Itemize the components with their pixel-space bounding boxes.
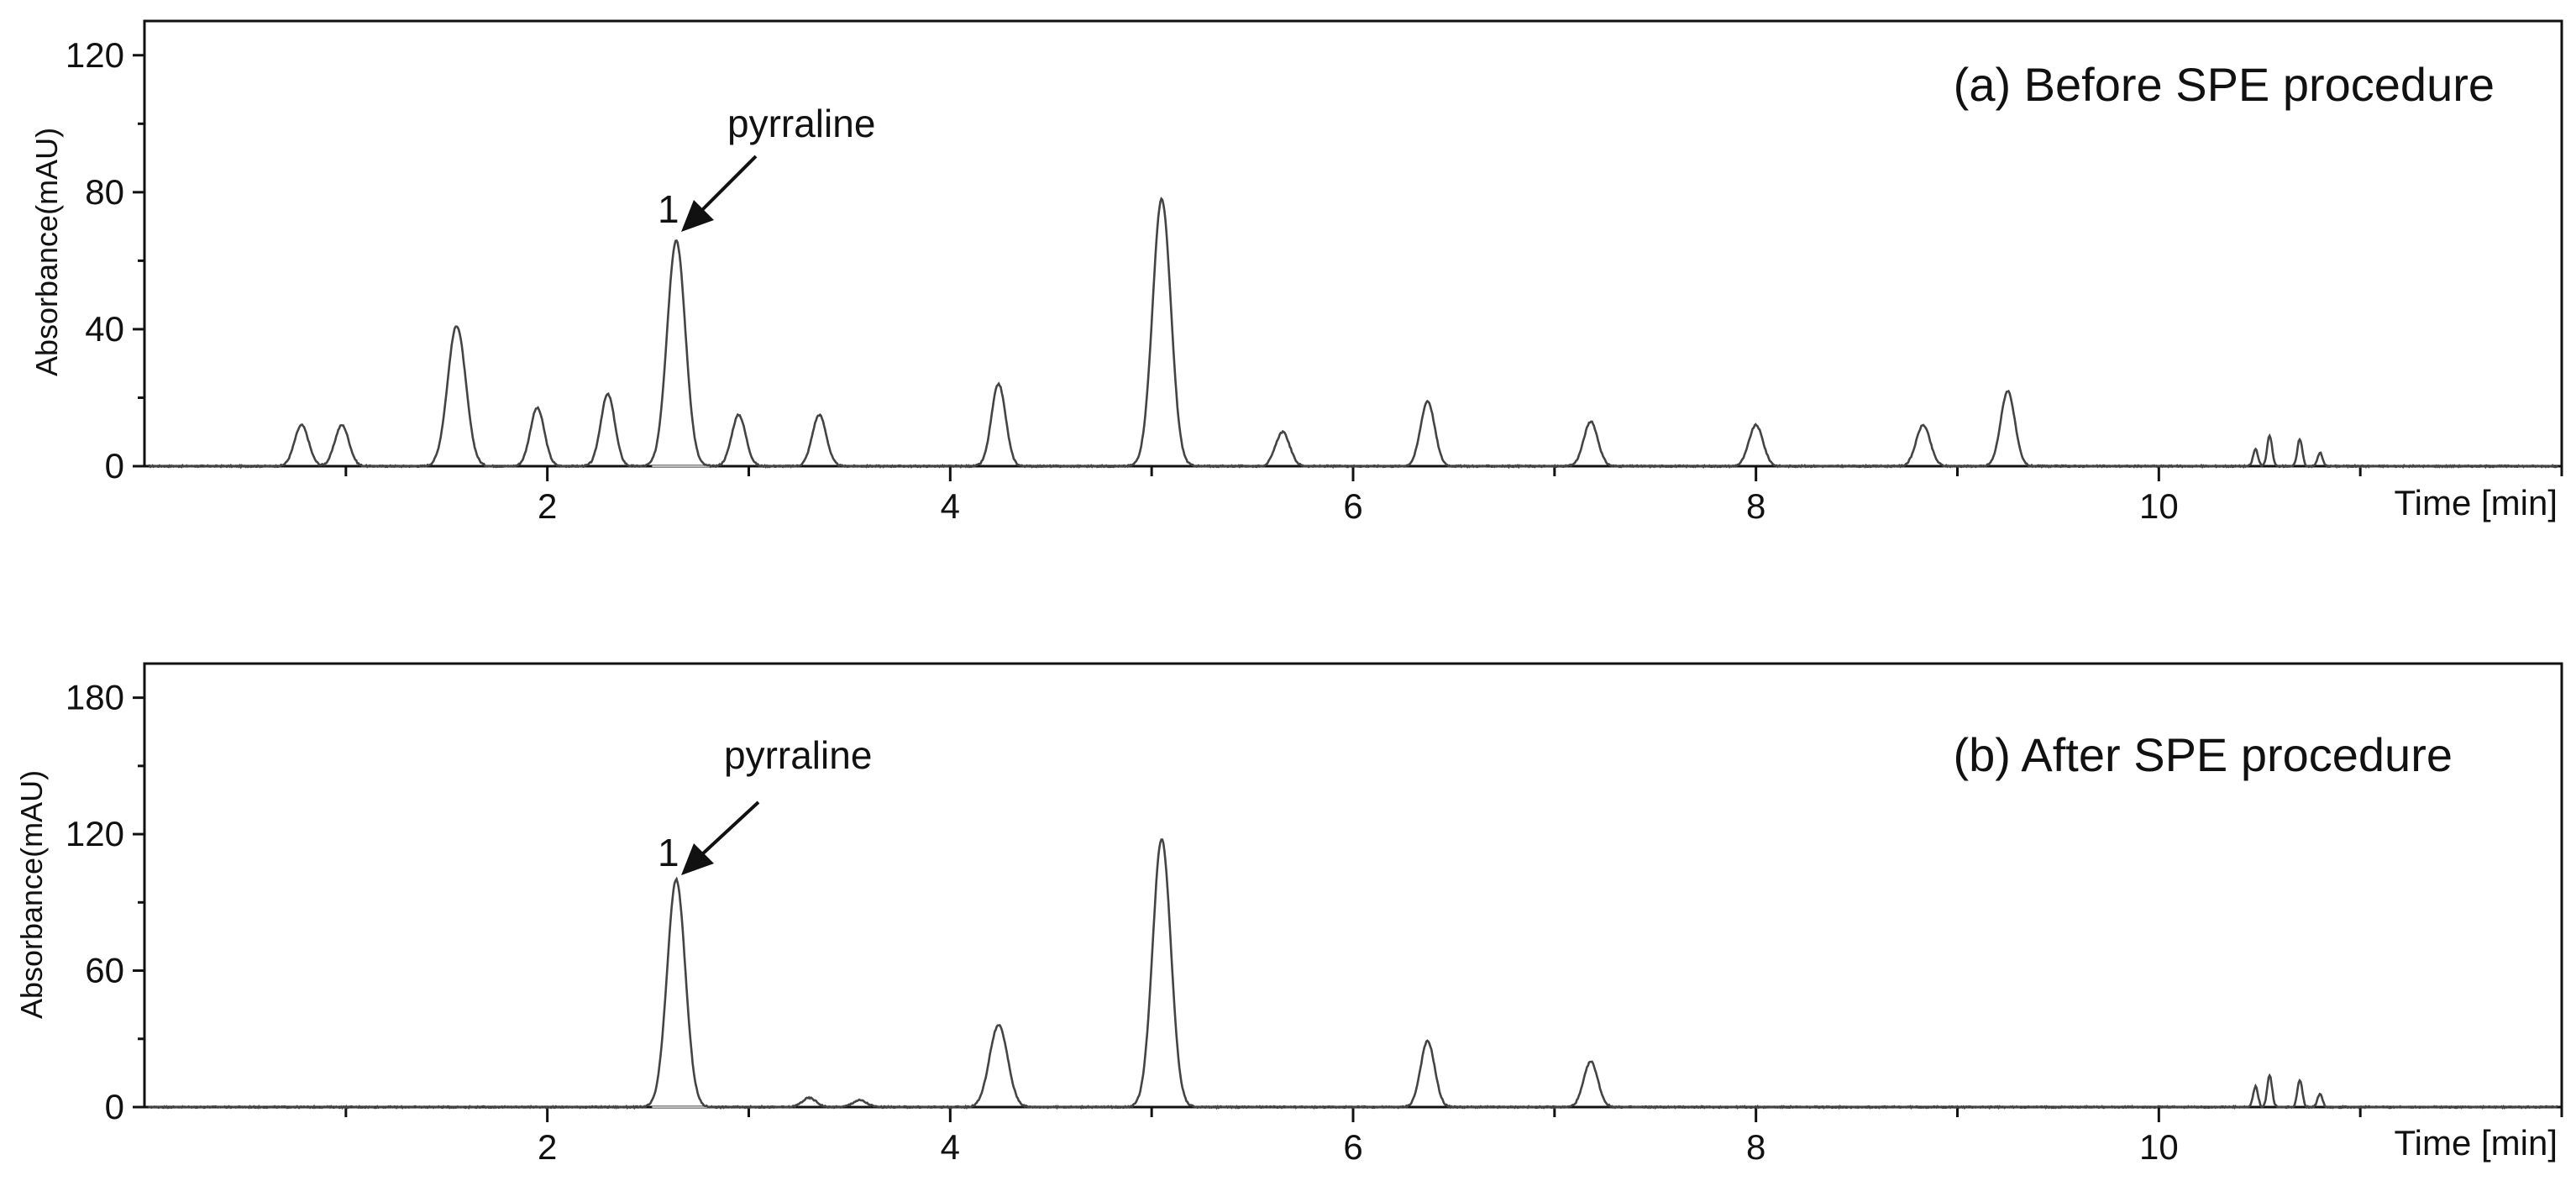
panel-a-peak-point [455,324,459,328]
panel-a-peak-point [300,423,303,427]
panel-b-x-tick-label: 4 [941,1127,960,1167]
panel-a-arrow-shaft [700,155,758,212]
panel-a-y-tick-label: 120 [66,35,124,75]
panel-b-y-tick-label: 60 [85,951,124,990]
panel-a-peak-point [1755,423,1758,427]
panel-a-title: (a) Before SPE procedure [1954,58,2495,111]
panel-a-y-tick-label: 40 [85,309,124,349]
panel-b-peak-number: 1 [658,831,679,874]
panel-b-peak-point [2318,1092,2322,1095]
panel-b-annotation: pyrraline 1 [658,733,872,875]
panel-a-x-tick-label: 2 [538,486,557,526]
panel-a-x-tick-label: 4 [941,486,960,526]
panel-b-x-tick-label: 2 [538,1127,557,1167]
panel-b-arrow-head [681,843,714,875]
panel-b-peak-point [807,1096,811,1100]
panel-b-peak-point [2253,1085,2257,1089]
panel-b-chromatogram-trace [147,838,2558,1110]
panel-b-plot-area: 0 60 120 180 2 4 6 8 10 [66,662,2563,1167]
panel-b-pyrraline-label: pyrraline [724,733,872,777]
panel-b-y-tick-label: 120 [66,814,124,853]
panel-a-y-tick-label: 0 [105,446,124,486]
panel-a-peak-point [606,392,610,396]
panel-b-title: (b) After SPE procedure [1953,728,2453,781]
panel-b-x-axis-title: Time [min] [2395,1123,2558,1163]
panel-a-peak-point [2006,389,2009,392]
panel-a-x-tick-label: 10 [2139,486,2179,526]
panel-a-x-tick-label: 6 [1343,486,1362,526]
panel-a-x-axis-title: Time [min] [2395,483,2558,522]
panel-b-peak-point [858,1099,861,1102]
panel-b-y-axis-title: Absorbance(mAU) [14,770,49,1019]
panel-a-peak-point [997,382,1000,386]
panel-a-peak-point [1160,197,1163,201]
panel-a-plot-area: 0 40 80 120 2 4 6 8 10 [66,19,2563,526]
panel-a-peak-point [536,407,539,410]
panel-b-peak-point [997,1024,1000,1027]
panel-a-peak-point [737,413,741,417]
panel-a-peak-point [817,413,821,417]
panel-b-peak-point [2268,1073,2271,1077]
panel-a-y-tick-label: 80 [85,172,124,212]
panel-b-peak-point [1426,1039,1430,1042]
panel-a-peak-point [1922,423,1925,427]
panel-b-y-tick-label: 180 [66,678,124,717]
panel-b-peak-point [1160,837,1163,840]
panel-a-pyrraline-label: pyrraline [727,102,875,145]
panel-b-x-tick-label: 10 [2139,1127,2179,1167]
panel-b-x-tick-label: 6 [1343,1127,1362,1167]
panel-a-peak-point [674,239,678,242]
panel-a-annotation: pyrraline 1 [658,102,875,232]
panel-b-peak-point [1589,1060,1592,1063]
panel-a-peak-point [2298,437,2301,440]
panel-b-x-tick-label: 8 [1746,1127,1765,1167]
panel-b-peak-point [674,878,678,881]
panel-b-peak-point [2298,1079,2301,1082]
panel-b-y-tick-label: 0 [105,1087,124,1126]
panel-a-peak-point [2253,448,2257,451]
panel-a-chromatogram-trace [148,197,2559,470]
panel-a-peak-point [2268,433,2271,437]
panel-a-peak-point [340,423,344,427]
panel-a-y-axis-title: Absorbance(mAU) [29,128,64,376]
panel-a-peak-point [1589,420,1592,423]
panel-a-peak-number: 1 [658,187,679,231]
panel-a-peak-point [1426,400,1430,403]
panel-b-arrow-shaft [700,800,760,856]
panel-a-peak-point [1281,430,1284,433]
panel-a-arrow-head [681,200,714,232]
panel-a-x-tick-label: 8 [1746,486,1765,526]
panel-a-peak-point [2318,451,2322,454]
